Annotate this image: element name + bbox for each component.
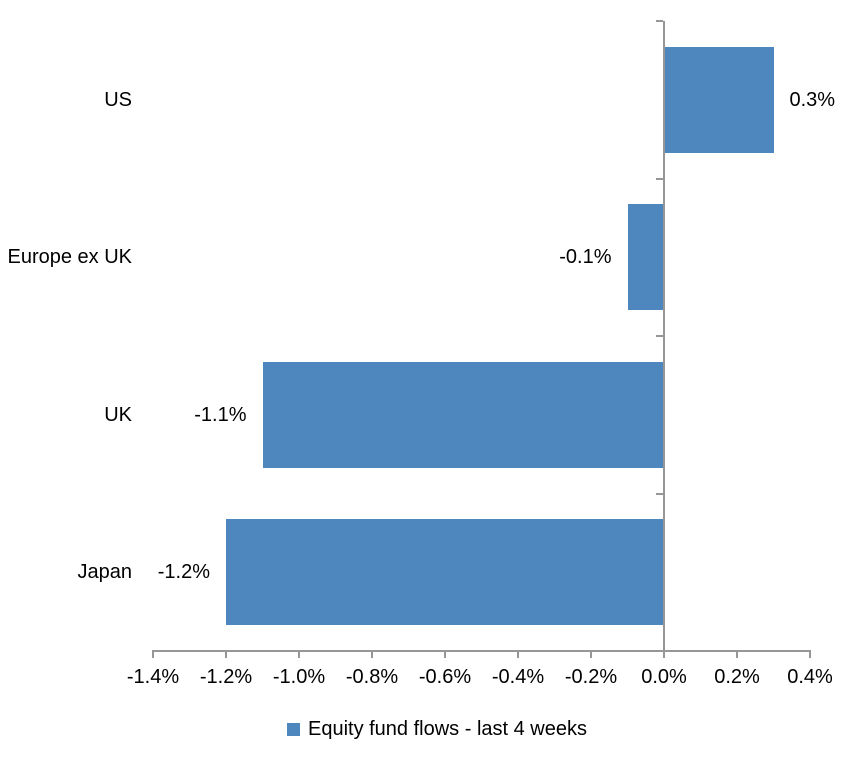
- x-tick: [371, 651, 373, 658]
- x-tick: [809, 651, 811, 658]
- x-tick-label: -0.4%: [491, 666, 545, 688]
- category-label-uk: UK: [104, 403, 132, 426]
- x-tick: [590, 651, 592, 658]
- x-tick: [152, 651, 154, 658]
- bar-japan: [226, 519, 664, 626]
- legend-label: Equity fund flows - last 4 weeks: [307, 718, 587, 740]
- category-label-europe-ex-uk: Europe ex UK: [7, 246, 132, 269]
- x-tick: [663, 651, 665, 658]
- x-tick-label: 0.4%: [787, 666, 833, 688]
- category-label-us: US: [104, 88, 132, 111]
- x-tick-label: -0.8%: [345, 666, 399, 688]
- x-tick-label: 0.0%: [641, 666, 687, 688]
- x-tick: [736, 651, 738, 658]
- category-label-japan: Japan: [77, 561, 133, 584]
- legend-swatch-icon: [286, 723, 300, 736]
- x-tick: [517, 651, 519, 658]
- x-tick-label: -1.0%: [272, 666, 326, 688]
- category-tick: [656, 650, 663, 652]
- category-tick: [656, 20, 663, 22]
- data-label-japan: -1.2%: [157, 561, 210, 584]
- x-axis-line: [152, 650, 811, 652]
- category-tick: [656, 177, 663, 180]
- bar-europe-ex-uk: [627, 204, 664, 311]
- x-tick: [444, 651, 446, 658]
- category-tick: [656, 492, 663, 495]
- x-tick: [298, 651, 300, 658]
- x-tick-label: -1.4%: [126, 666, 180, 688]
- chart-legend: Equity fund flows - last 4 weeks: [0, 718, 852, 741]
- category-tick: [656, 335, 663, 337]
- data-label-uk: -1.1%: [194, 403, 247, 426]
- x-tick-label: -1.2%: [199, 666, 253, 688]
- bar-uk: [262, 361, 664, 468]
- data-label-europe-ex-uk: -0.1%: [559, 246, 612, 269]
- category-axis-line: [663, 21, 665, 658]
- bar-us: [664, 46, 774, 153]
- x-tick: [225, 651, 227, 658]
- x-tick-label: -0.6%: [418, 666, 472, 688]
- x-tick-label: 0.2%: [714, 666, 760, 688]
- x-tick-label: -0.2%: [564, 666, 618, 688]
- data-label-us: 0.3%: [789, 88, 836, 111]
